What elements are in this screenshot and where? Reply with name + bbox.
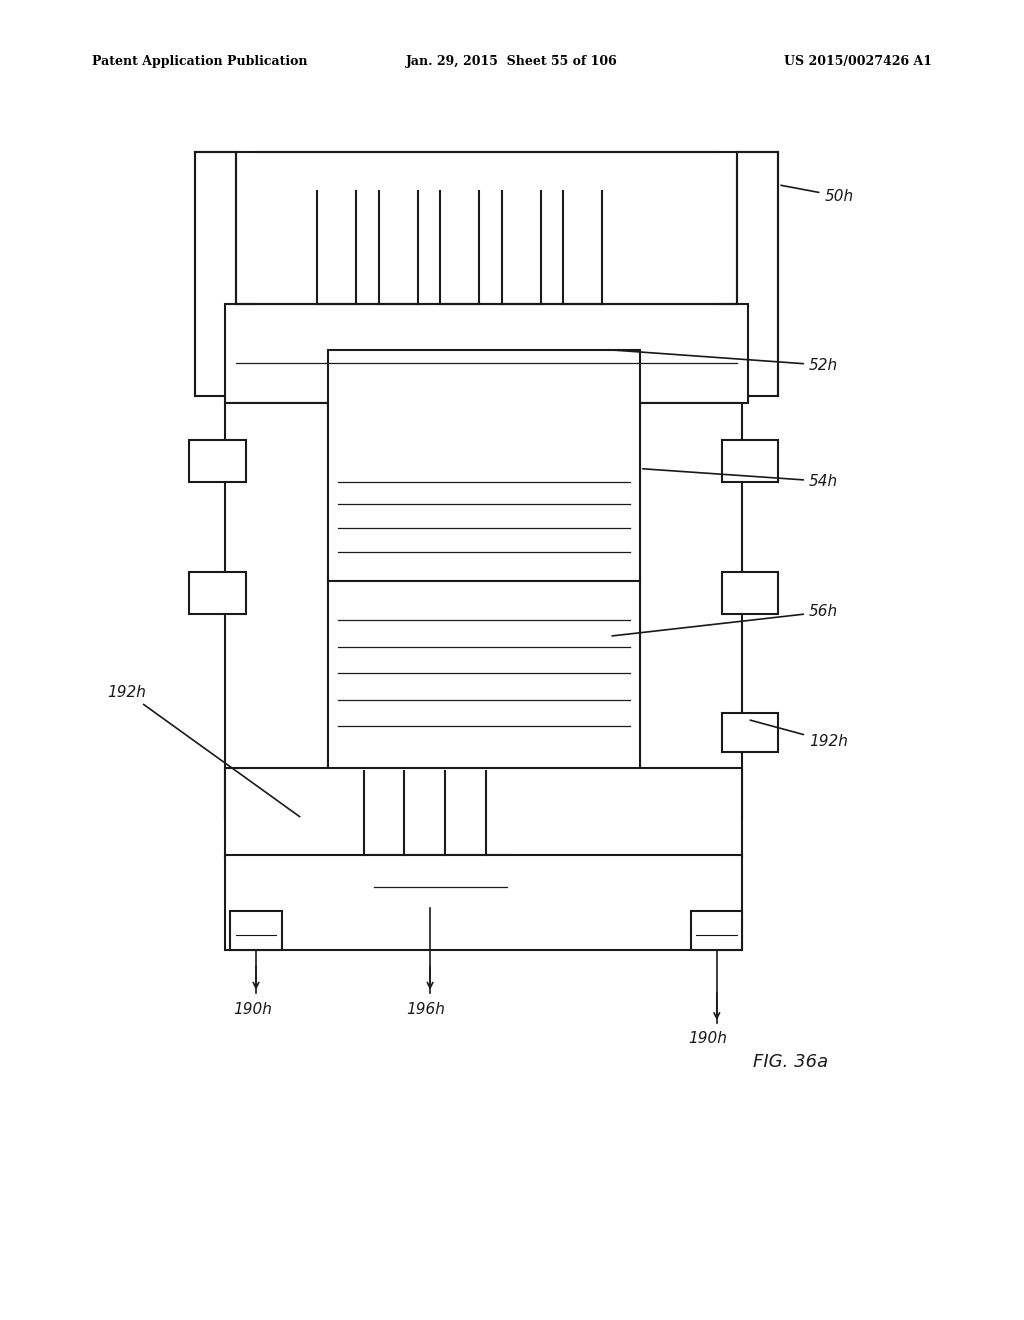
Bar: [722, 440, 778, 482]
Text: 192h: 192h: [751, 721, 848, 748]
Text: Patent Application Publication: Patent Application Publication: [92, 55, 307, 69]
Text: 52h: 52h: [612, 350, 838, 372]
Bar: [691, 911, 742, 950]
Text: 196h: 196h: [407, 1002, 445, 1016]
Bar: [640, 403, 742, 818]
Bar: [225, 768, 742, 858]
Text: 56h: 56h: [612, 605, 838, 636]
Text: 190h: 190h: [688, 1031, 727, 1045]
Bar: [189, 572, 246, 614]
Bar: [722, 713, 778, 752]
Bar: [225, 855, 742, 950]
Bar: [230, 911, 282, 950]
Text: 50h: 50h: [781, 185, 853, 203]
Bar: [225, 304, 748, 403]
Bar: [328, 350, 640, 581]
Text: 192h: 192h: [108, 685, 300, 817]
Text: FIG. 36a: FIG. 36a: [753, 1052, 827, 1071]
Bar: [364, 855, 512, 908]
Bar: [195, 152, 236, 396]
Text: 190h: 190h: [233, 1002, 272, 1016]
Bar: [225, 403, 328, 818]
Bar: [189, 440, 246, 482]
Bar: [722, 572, 778, 614]
Bar: [737, 152, 778, 396]
Text: Jan. 29, 2015  Sheet 55 of 106: Jan. 29, 2015 Sheet 55 of 106: [407, 55, 617, 69]
Text: US 2015/0027426 A1: US 2015/0027426 A1: [783, 55, 932, 69]
Text: 54h: 54h: [643, 469, 838, 488]
Bar: [328, 581, 640, 772]
